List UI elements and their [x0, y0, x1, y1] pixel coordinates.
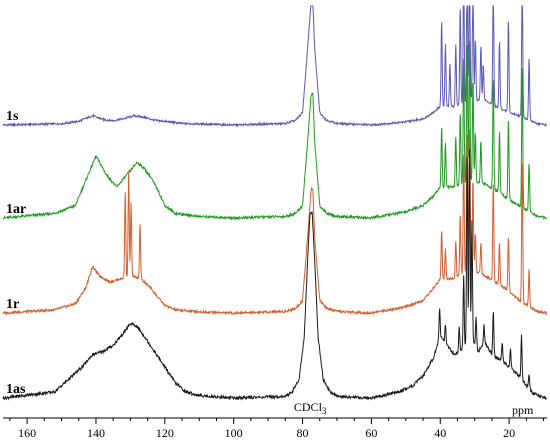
cdcl3-solvent-annotation: CDCl3	[294, 400, 327, 416]
x-tick-label-40: 40	[434, 426, 446, 440]
cdcl3-main-text: CDCl	[294, 400, 323, 414]
x-axis-unit-label: ppm	[512, 403, 534, 417]
spectra-layer	[2, 5, 548, 401]
x-tick-label-20: 20	[503, 426, 515, 440]
x-tick-label-140: 140	[87, 426, 105, 440]
spectrum-line-1ar	[2, 40, 548, 221]
spectrum-line-1s	[2, 5, 547, 128]
series-label-1as: 1as	[6, 382, 26, 397]
x-tick-label-160: 160	[18, 426, 36, 440]
cdcl3-subscript: 3	[322, 406, 327, 416]
spectrum-line-1as	[2, 149, 547, 401]
series-label-1ar: 1ar	[6, 202, 26, 217]
series-label-layer: 1s 1ar 1r 1as	[6, 109, 26, 397]
x-tick-label-80: 80	[297, 426, 309, 440]
x-axis: 160 140 120 100 80 60 40 20 ppm	[3, 403, 547, 440]
spectrum-line-1r	[2, 129, 548, 316]
series-label-1r: 1r	[6, 297, 19, 312]
x-axis-ticks: 160 140 120 100 80 60 40 20	[9, 418, 545, 440]
x-tick-label-120: 120	[156, 426, 174, 440]
series-label-1s: 1s	[6, 109, 19, 124]
x-tick-label-60: 60	[365, 426, 377, 440]
x-tick-label-100: 100	[225, 426, 243, 440]
annotation-layer: CDCl3	[294, 400, 327, 416]
